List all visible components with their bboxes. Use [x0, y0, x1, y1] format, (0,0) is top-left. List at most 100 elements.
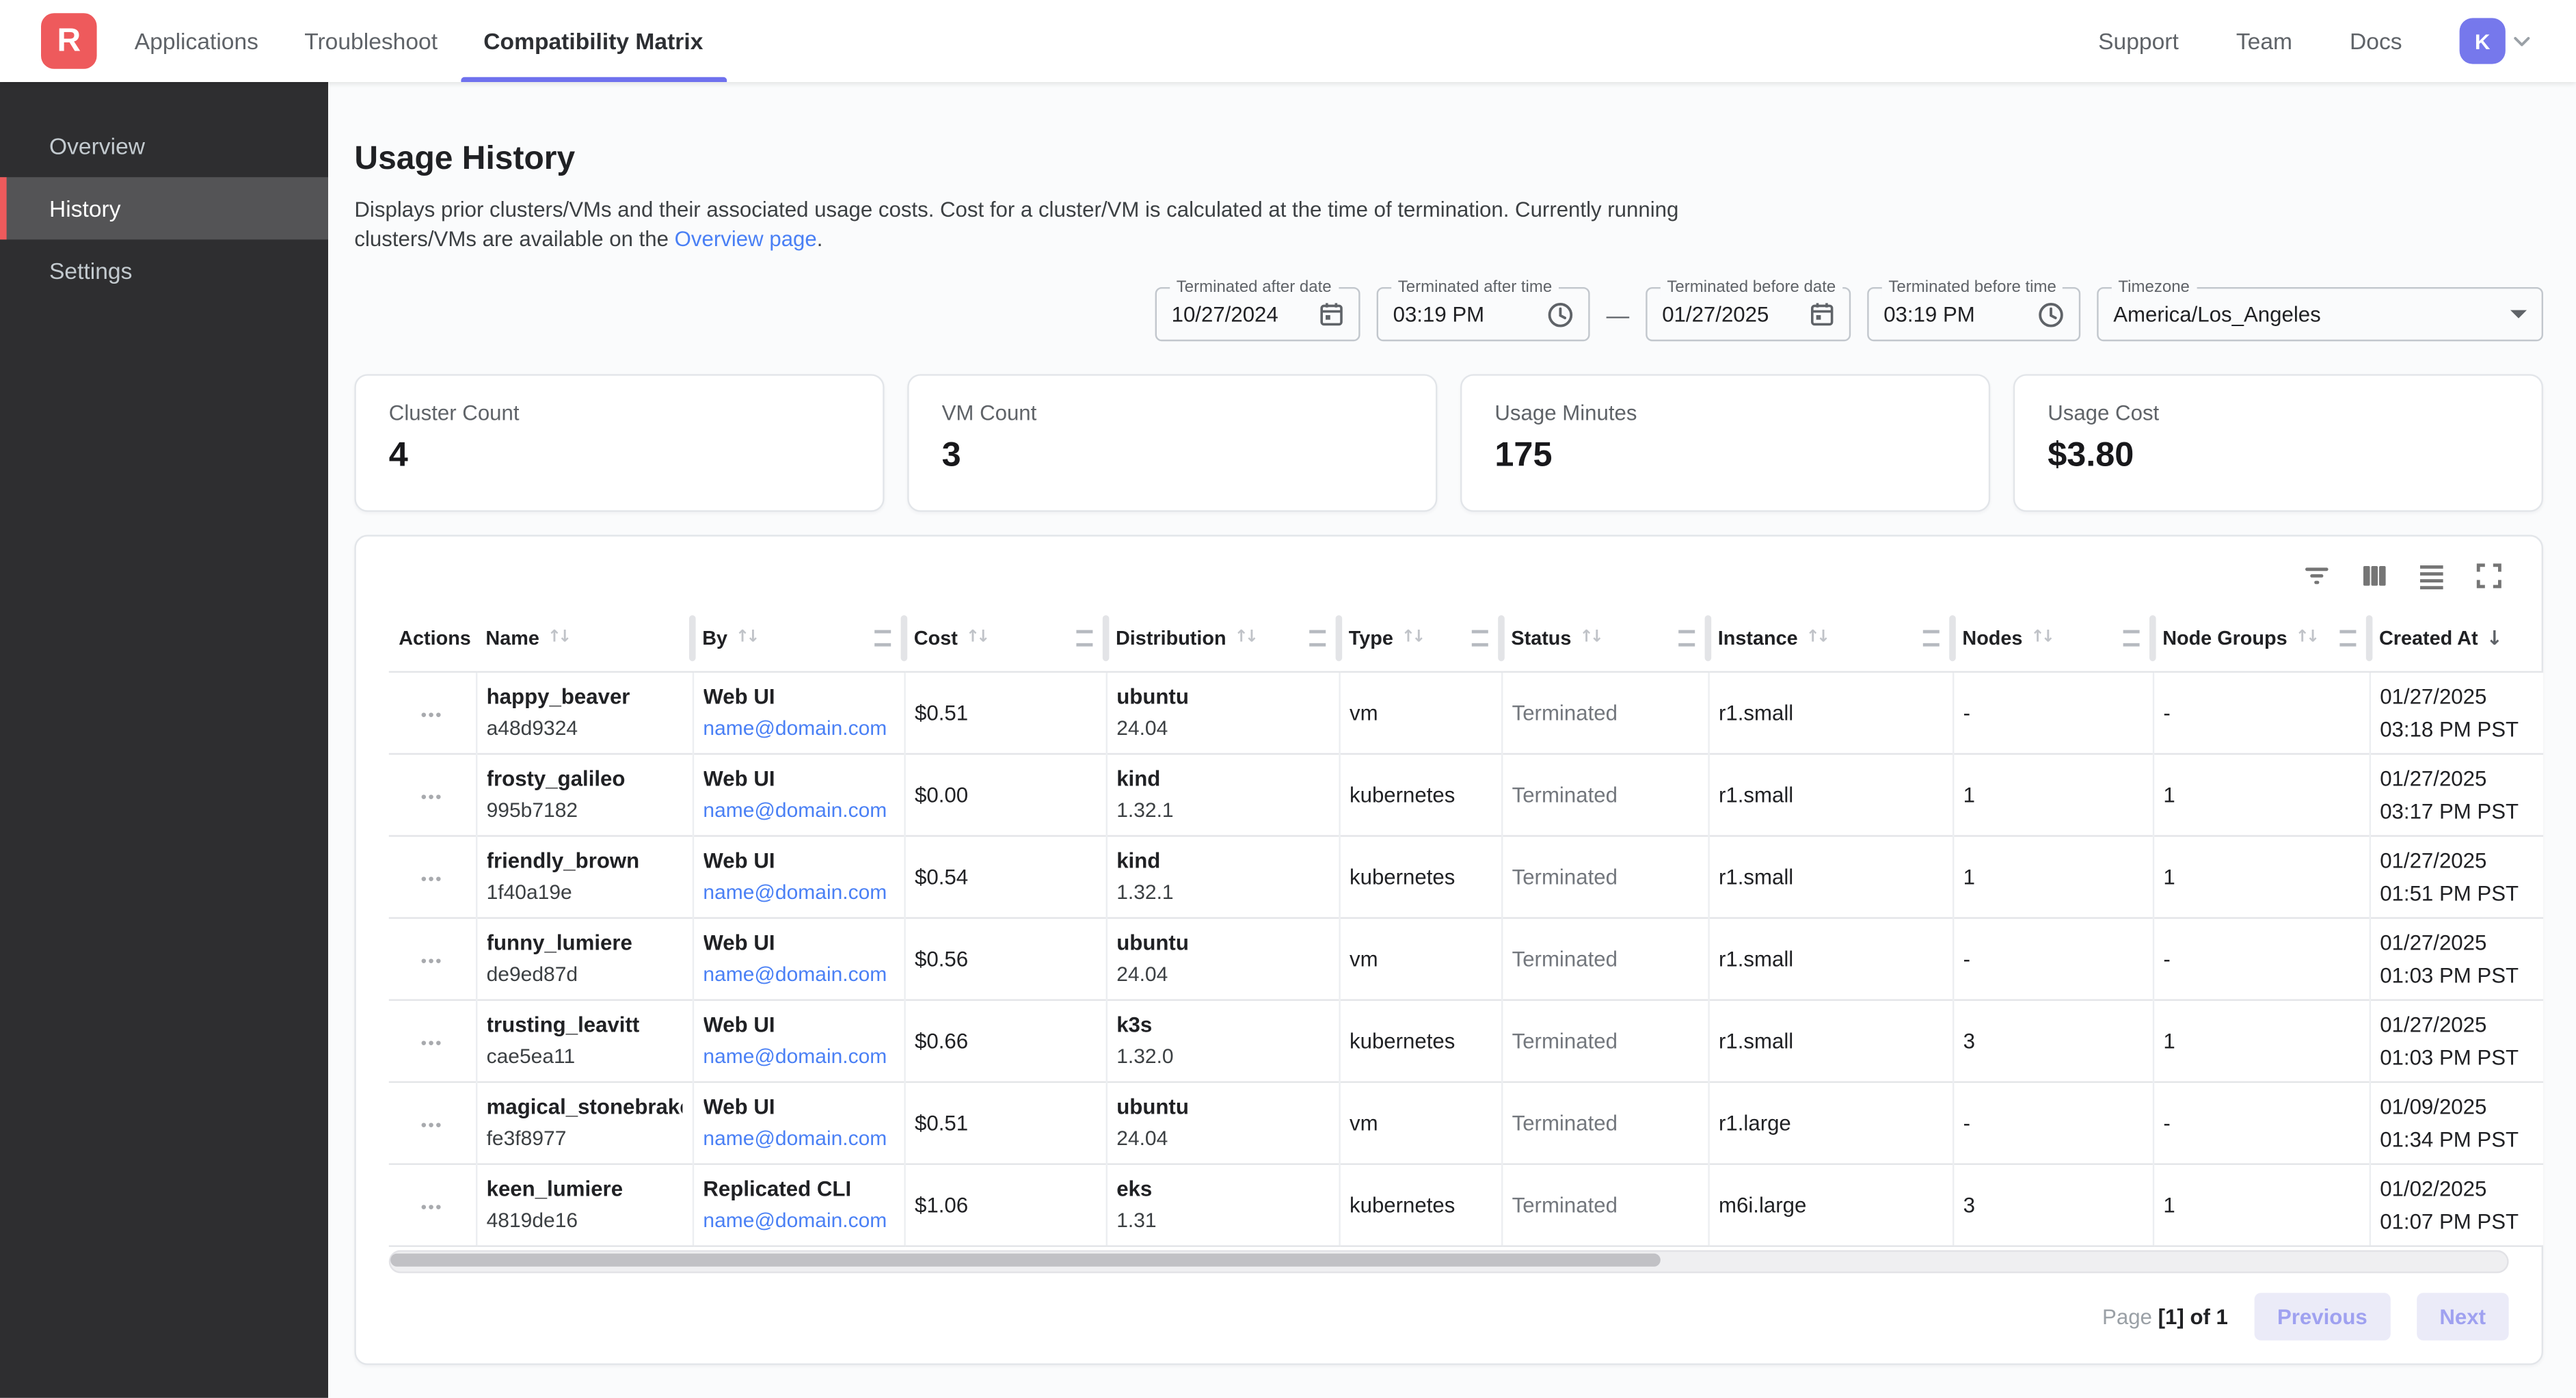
filter-icon[interactable] — [2300, 559, 2333, 592]
column-header-node_groups[interactable]: Node Groups ↑↓ — [2153, 606, 2370, 671]
nav-link-team[interactable]: Team — [2236, 27, 2293, 55]
email-link[interactable]: name@domain.com — [703, 881, 887, 904]
status-cell: Terminated — [1500, 1162, 1708, 1246]
cell-primary-text: ubuntu — [1116, 1094, 1189, 1119]
created-date: 01/27/2025 — [2380, 1011, 2487, 1036]
columns-icon[interactable] — [2358, 559, 2391, 592]
email-link[interactable]: name@domain.com — [703, 1209, 887, 1233]
column-header-instance[interactable]: Instance ↑↓ — [1708, 606, 1953, 671]
status-cell: Terminated — [1500, 752, 1708, 835]
column-label: Status — [1511, 626, 1572, 649]
usage-table-card: Actions Name ↑↓ By ↑↓ Cost ↑↓ Distribution ↑↓ Typ… — [354, 535, 2544, 1365]
email-link[interactable]: name@domain.com — [703, 716, 887, 740]
sidebar-item-history[interactable]: History — [0, 177, 329, 240]
created-time: 01:03 PM PST — [2380, 1044, 2519, 1069]
chevron-down-icon[interactable] — [2509, 28, 2535, 54]
terminated-after-time-field[interactable]: Terminated after time 03:19 PM — [1376, 279, 1590, 342]
timezone-value: America/Los_Angeles — [2113, 301, 2321, 327]
sort-icon: ↑↓ — [1806, 628, 1830, 647]
column-resize-handle[interactable] — [2123, 630, 2140, 647]
density-icon[interactable] — [2415, 559, 2448, 592]
sidebar-item-settings[interactable]: Settings — [49, 257, 133, 284]
clock-icon[interactable] — [2025, 301, 2065, 327]
fullscreen-icon[interactable] — [2473, 559, 2506, 592]
column-header-cost[interactable]: Cost ↑↓ — [904, 606, 1105, 671]
page-description: Displays prior clusters/VMs and their as… — [354, 196, 2543, 253]
column-resize-handle[interactable] — [1922, 630, 1940, 647]
cell-secondary-text: 1.31 — [1116, 1209, 1157, 1233]
email-link[interactable]: name@domain.com — [703, 798, 887, 822]
node-groups-cell: 1 — [2151, 834, 2370, 917]
calendar-icon[interactable] — [1306, 302, 1343, 327]
horizontal-scrollbar[interactable] — [388, 1249, 2509, 1273]
row-actions-button[interactable]: ••• — [420, 788, 443, 807]
sort-desc-icon: ↓ — [2486, 626, 2503, 649]
created-date: 01/02/2025 — [2380, 1175, 2487, 1200]
calendar-icon[interactable] — [1797, 302, 1834, 327]
cell-primary-text: Web UI — [703, 848, 775, 873]
clock-icon[interactable] — [1534, 301, 1574, 327]
cost-cell: $0.56 — [903, 916, 1106, 999]
row-actions-button[interactable]: ••• — [420, 870, 443, 889]
timezone-select[interactable]: Timezone America/Los_Angeles — [2097, 279, 2544, 342]
stat-card-usage-cost: Usage Cost $3.80 — [2013, 374, 2544, 512]
nav-tab-applications[interactable]: Applications — [134, 27, 258, 55]
scrollbar-thumb[interactable] — [390, 1252, 1661, 1266]
column-header-type[interactable]: Type ↑↓ — [1339, 606, 1501, 671]
email-link[interactable]: name@domain.com — [703, 1127, 887, 1151]
status-cell: Terminated — [1500, 998, 1708, 1081]
column-header-distribution[interactable]: Distribution ↑↓ — [1106, 606, 1339, 671]
avatar[interactable]: K — [2459, 18, 2506, 64]
column-header-status[interactable]: Status ↑↓ — [1501, 606, 1708, 671]
by-cell: Web UI name@domain.com — [691, 834, 904, 917]
created-time: 01:03 PM PST — [2380, 962, 2519, 987]
nav-link-support[interactable]: Support — [2098, 27, 2179, 55]
row-actions-button[interactable]: ••• — [420, 706, 443, 725]
row-actions-button[interactable]: ••• — [420, 1198, 443, 1217]
created-at-cell: 01/09/2025 01:34 PM PST — [2368, 1080, 2544, 1164]
cost-cell: $0.51 — [903, 670, 1106, 753]
overview-page-link[interactable]: Overview page — [674, 226, 817, 250]
cost-cell: $0.51 — [903, 1080, 1106, 1164]
created-date: 01/27/2025 — [2380, 929, 2487, 954]
column-header-name[interactable]: Name ↑↓ — [476, 606, 693, 671]
sidebar-item-overview[interactable]: Overview — [49, 133, 146, 159]
page-indicator: Page [1] of 1 — [2102, 1303, 2228, 1328]
nav-tab-compatibility-matrix[interactable]: Compatibility Matrix — [460, 0, 726, 83]
column-resize-handle[interactable] — [874, 630, 891, 647]
top-navigation: R Applications Troubleshoot Compatibilit… — [0, 0, 2576, 83]
nodes-cell: - — [1951, 1080, 2153, 1164]
column-resize-handle[interactable] — [1309, 630, 1326, 647]
cell-primary-text: kind — [1116, 848, 1161, 873]
email-link[interactable]: name@domain.com — [703, 963, 887, 986]
terminated-after-time-value: 03:19 PM — [1393, 301, 1485, 327]
column-header-nodes[interactable]: Nodes ↑↓ — [1953, 606, 2153, 671]
app-logo-icon[interactable]: R — [41, 13, 97, 69]
terminated-after-date-field[interactable]: Terminated after date 10/27/2024 — [1155, 279, 1360, 342]
user-menu[interactable]: K — [2459, 18, 2535, 64]
column-resize-handle[interactable] — [2339, 630, 2357, 647]
nav-tab-troubleshoot[interactable]: Troubleshoot — [304, 27, 438, 55]
row-actions-button[interactable]: ••• — [420, 1034, 443, 1053]
actions-cell: ••• — [388, 1080, 476, 1164]
column-header-by[interactable]: By ↑↓ — [693, 606, 904, 671]
terminated-before-time-field[interactable]: Terminated before time 03:19 PM — [1867, 279, 2081, 342]
nav-tabs: Applications Troubleshoot Compatibility … — [111, 0, 726, 83]
email-link[interactable]: name@domain.com — [703, 1045, 887, 1068]
column-resize-handle[interactable] — [1076, 630, 1093, 647]
row-actions-button[interactable]: ••• — [420, 1116, 443, 1135]
terminated-before-date-field[interactable]: Terminated before date 01/27/2025 — [1646, 279, 1851, 342]
nav-link-docs[interactable]: Docs — [2350, 27, 2402, 55]
terminated-before-time-value: 03:19 PM — [1883, 301, 1975, 327]
column-resize-handle[interactable] — [1471, 630, 1488, 647]
cell-primary-text: frosty_galileo — [486, 766, 626, 791]
stat-value: 175 — [1494, 436, 1553, 474]
created-date: 01/27/2025 — [2380, 765, 2487, 790]
column-resize-handle[interactable] — [1678, 630, 1695, 647]
previous-page-button[interactable]: Previous — [2254, 1292, 2391, 1340]
next-page-button[interactable]: Next — [2416, 1292, 2509, 1340]
column-header-created_at[interactable]: Created At ↓ — [2370, 606, 2543, 671]
distribution-cell: eks 1.31 — [1105, 1162, 1339, 1246]
row-actions-button[interactable]: ••• — [420, 952, 443, 971]
